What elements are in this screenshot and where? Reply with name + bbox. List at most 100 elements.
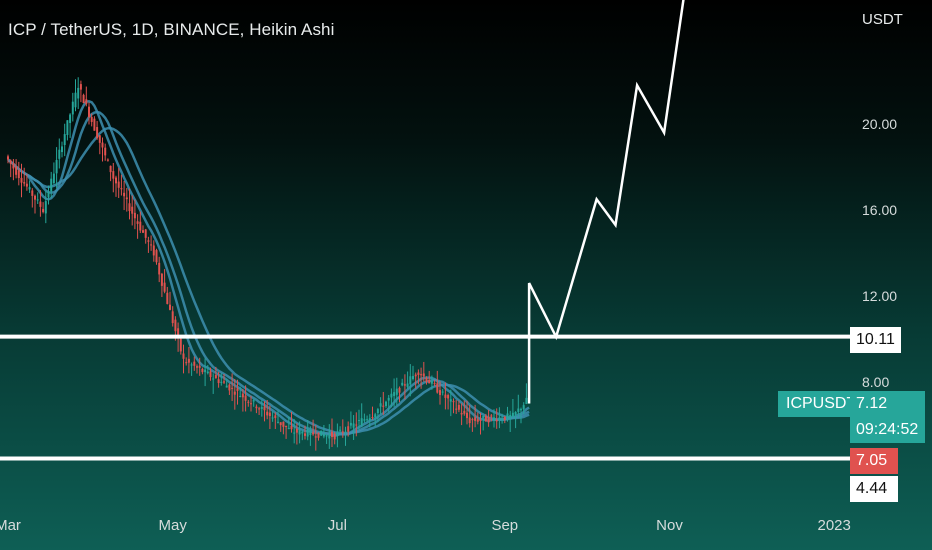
candle-body <box>25 183 28 187</box>
candle-body <box>290 425 293 430</box>
candle-body <box>220 381 223 383</box>
candle-body <box>455 408 458 410</box>
x-tick-label: May <box>159 517 188 534</box>
candle-body <box>255 406 258 409</box>
candle-body <box>34 195 36 200</box>
candle-body <box>55 160 58 174</box>
candle-body <box>301 431 304 434</box>
candle-body <box>376 409 379 414</box>
candle-body <box>444 394 447 398</box>
candle-body <box>190 364 193 366</box>
candle-body <box>136 221 139 224</box>
x-tick-label: Jul <box>328 517 347 534</box>
candle-body <box>101 142 104 148</box>
candle-body <box>522 405 525 410</box>
candle-body <box>31 190 34 196</box>
candle-body <box>482 416 485 418</box>
candle-body <box>239 395 242 397</box>
candle-body <box>198 365 201 368</box>
chart-title: ICP / TetherUS, 1D, BINANCE, Heikin Ashi <box>8 20 335 39</box>
candle-body <box>158 262 161 275</box>
x-tick-label: Nov <box>656 517 683 534</box>
candle-body <box>106 159 109 161</box>
candle-body <box>457 404 460 410</box>
candle-body <box>320 430 323 436</box>
candle-body <box>166 292 169 304</box>
y-axis: 20.00 16.00 12.00 8.00 <box>862 116 897 390</box>
horizontal-level-layer <box>0 334 850 461</box>
projection-layer <box>527 0 685 404</box>
candle-body <box>501 419 504 421</box>
candle-body <box>285 425 288 428</box>
candle-body <box>339 429 342 431</box>
countdown-tag: 09:24:52 <box>850 417 925 443</box>
candle-body <box>47 192 50 197</box>
candle-body <box>160 273 163 286</box>
candle-body <box>163 282 166 292</box>
candle-body <box>298 430 301 435</box>
candle-body <box>358 420 360 422</box>
candle-body <box>174 319 177 332</box>
candle-body <box>217 379 220 384</box>
candle-body <box>317 432 320 438</box>
candle-body <box>371 416 374 418</box>
candle-body <box>468 417 471 424</box>
candle-body <box>336 432 339 436</box>
candle-body <box>258 408 261 410</box>
candle-body <box>152 245 155 256</box>
candle-body <box>79 84 82 90</box>
candle-body <box>503 416 506 420</box>
candle-body <box>393 392 396 396</box>
candle-body <box>417 372 420 375</box>
candle-body <box>466 412 468 419</box>
candle-body <box>241 393 244 398</box>
candle-body <box>347 426 350 432</box>
candle-body <box>293 432 296 434</box>
candle-body <box>517 408 520 412</box>
candle-body <box>20 177 23 183</box>
candle-body <box>42 208 45 213</box>
candle-body <box>287 427 290 429</box>
symbol-price-tag[interactable]: 7.12 <box>850 391 925 417</box>
candle-body <box>487 416 490 423</box>
candle-body <box>506 413 509 419</box>
symbol-name-tag[interactable]: ICPUSDT <box>778 391 865 417</box>
candle-body <box>390 393 393 398</box>
candle-body <box>17 170 20 179</box>
candle-body <box>44 201 47 214</box>
candle-body <box>233 391 236 395</box>
candle-body <box>304 433 306 436</box>
candle-body <box>422 373 425 377</box>
candle-body <box>131 206 134 214</box>
level-tag-lower[interactable]: 4.44 <box>850 476 898 502</box>
candle-body <box>28 187 31 190</box>
candle-body <box>212 378 215 380</box>
candle-body <box>169 304 171 310</box>
candle-body <box>147 240 150 242</box>
candle-body <box>409 376 412 385</box>
level-tag-current[interactable]: 7.05 <box>850 448 898 474</box>
candle-body <box>493 417 495 421</box>
candle-body <box>155 250 158 263</box>
moving-average-line <box>7 110 530 436</box>
candle-body <box>401 382 404 386</box>
y-tick-label: 20.00 <box>862 116 897 132</box>
candle-body <box>260 407 263 409</box>
candle-body <box>282 421 285 427</box>
candle-body <box>77 87 80 99</box>
candle-body <box>460 412 463 415</box>
candle-body <box>277 421 279 423</box>
candle-body <box>295 428 298 433</box>
candle-body <box>85 99 88 105</box>
candle-body <box>236 388 239 391</box>
y-tick-label: 8.00 <box>862 374 889 390</box>
candle-body <box>403 384 406 386</box>
candle-body <box>214 375 217 379</box>
level-tag-upper[interactable]: 10.11 <box>850 327 901 353</box>
candle-body <box>514 411 517 415</box>
y-tick-label: 16.00 <box>862 202 897 218</box>
candle-body <box>150 244 153 246</box>
candle-body <box>511 412 514 417</box>
